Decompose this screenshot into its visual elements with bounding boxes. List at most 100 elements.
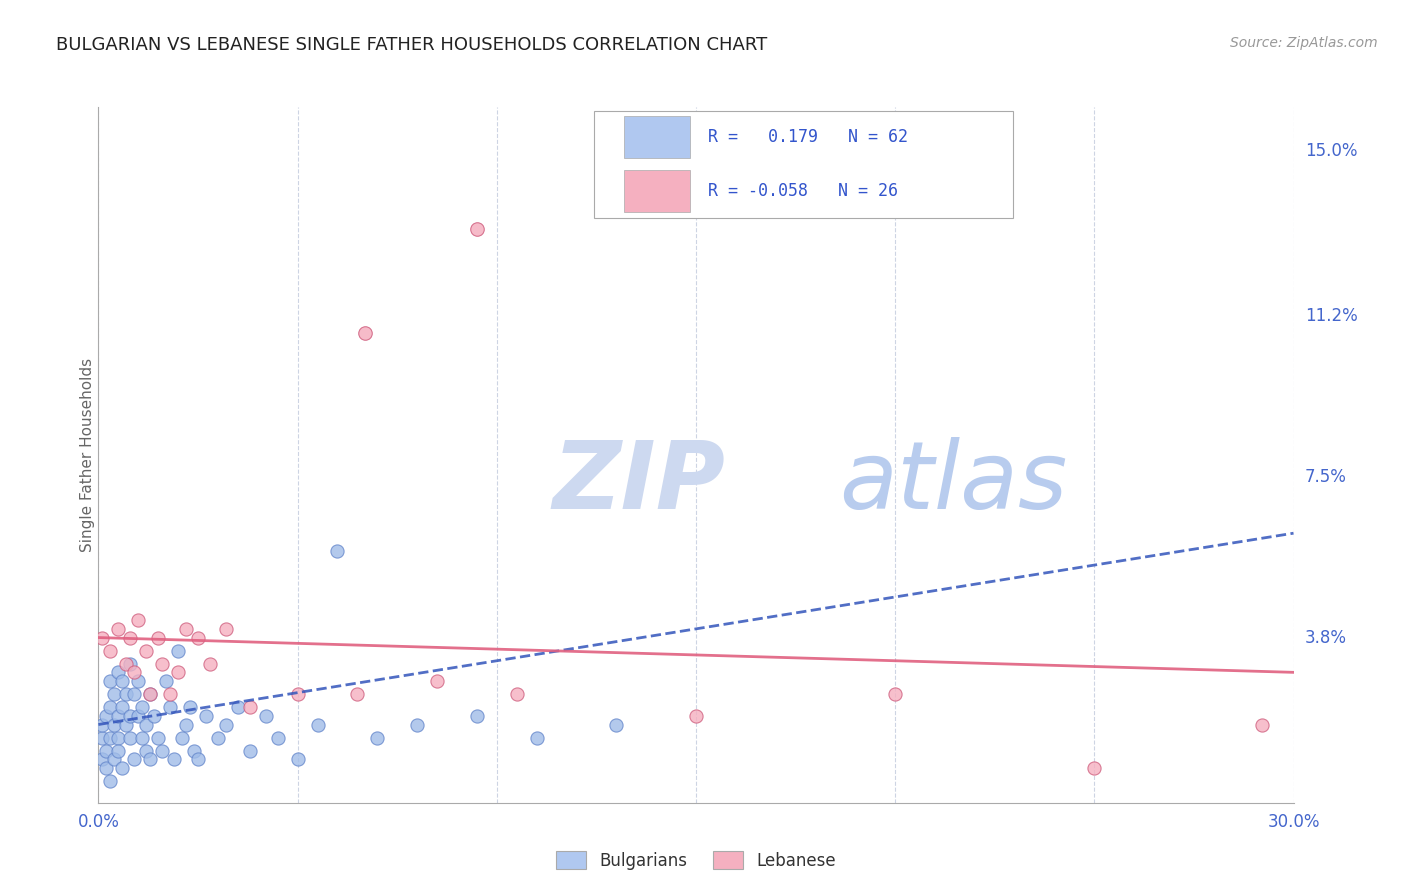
Text: R =   0.179   N = 62: R = 0.179 N = 62 — [709, 128, 908, 146]
Point — [346, 687, 368, 701]
Text: 3.8%: 3.8% — [1305, 629, 1347, 647]
Point — [103, 752, 125, 766]
Point — [150, 744, 173, 758]
Point — [111, 761, 134, 775]
Legend: Bulgarians, Lebanese: Bulgarians, Lebanese — [548, 843, 844, 878]
Point — [127, 674, 149, 689]
Point — [326, 543, 349, 558]
Point — [239, 700, 262, 714]
Point — [96, 708, 118, 723]
Point — [198, 657, 221, 671]
Y-axis label: Single Father Households: Single Father Households — [80, 358, 94, 552]
Point — [183, 744, 205, 758]
Point — [215, 622, 238, 636]
Point — [135, 717, 157, 731]
Point — [172, 731, 194, 745]
Point — [187, 631, 209, 645]
Point — [91, 631, 114, 645]
Point — [179, 700, 201, 714]
Point — [194, 708, 218, 723]
FancyBboxPatch shape — [624, 170, 690, 212]
Point — [207, 731, 229, 745]
Point — [107, 708, 129, 723]
Point — [98, 700, 122, 714]
Point — [124, 665, 146, 680]
Point — [91, 717, 114, 731]
Point — [139, 687, 162, 701]
Point — [111, 674, 134, 689]
Point — [167, 665, 190, 680]
Point — [1250, 717, 1272, 731]
Point — [120, 631, 142, 645]
Point — [103, 717, 125, 731]
Point — [526, 731, 548, 745]
Point — [135, 744, 157, 758]
Point — [107, 731, 129, 745]
Point — [124, 687, 146, 701]
Point — [215, 717, 238, 731]
Point — [103, 687, 125, 701]
Point — [120, 657, 142, 671]
Point — [91, 752, 114, 766]
Point — [226, 700, 249, 714]
Point — [131, 731, 153, 745]
Point — [115, 687, 138, 701]
Point — [174, 622, 197, 636]
Point — [148, 731, 170, 745]
Point — [120, 708, 142, 723]
Text: ZIP: ZIP — [553, 437, 725, 529]
Point — [287, 752, 309, 766]
Point — [111, 700, 134, 714]
Point — [91, 731, 114, 745]
Point — [98, 674, 122, 689]
Point — [150, 657, 173, 671]
Point — [465, 708, 488, 723]
Point — [139, 752, 162, 766]
Point — [159, 700, 181, 714]
Point — [167, 643, 190, 657]
Point — [307, 717, 329, 731]
Point — [163, 752, 186, 766]
Point — [148, 631, 170, 645]
Point — [127, 708, 149, 723]
Text: atlas: atlas — [839, 437, 1067, 528]
Point — [96, 761, 118, 775]
Text: 7.5%: 7.5% — [1305, 467, 1347, 485]
Point — [127, 613, 149, 627]
Point — [605, 717, 627, 731]
Point — [96, 744, 118, 758]
Point — [115, 657, 138, 671]
Point — [98, 643, 122, 657]
Point — [107, 622, 129, 636]
FancyBboxPatch shape — [595, 111, 1012, 219]
Point — [267, 731, 290, 745]
Point — [98, 774, 122, 789]
Point — [239, 744, 262, 758]
Point — [426, 674, 449, 689]
Point — [143, 708, 166, 723]
Point — [107, 665, 129, 680]
Point — [107, 744, 129, 758]
Point — [187, 752, 209, 766]
Point — [366, 731, 388, 745]
Point — [124, 752, 146, 766]
Text: Source: ZipAtlas.com: Source: ZipAtlas.com — [1230, 36, 1378, 50]
Point — [406, 717, 429, 731]
Point — [120, 731, 142, 745]
Point — [1083, 761, 1105, 775]
Text: BULGARIAN VS LEBANESE SINGLE FATHER HOUSEHOLDS CORRELATION CHART: BULGARIAN VS LEBANESE SINGLE FATHER HOUS… — [56, 36, 768, 54]
Point — [287, 687, 309, 701]
FancyBboxPatch shape — [624, 116, 690, 158]
Point — [115, 717, 138, 731]
Point — [884, 687, 907, 701]
Text: 15.0%: 15.0% — [1305, 142, 1357, 160]
Point — [159, 687, 181, 701]
Point — [135, 643, 157, 657]
Point — [354, 326, 377, 341]
Point — [174, 717, 197, 731]
Point — [155, 674, 177, 689]
Point — [254, 708, 277, 723]
Point — [506, 687, 529, 701]
Point — [98, 731, 122, 745]
Point — [685, 708, 707, 723]
